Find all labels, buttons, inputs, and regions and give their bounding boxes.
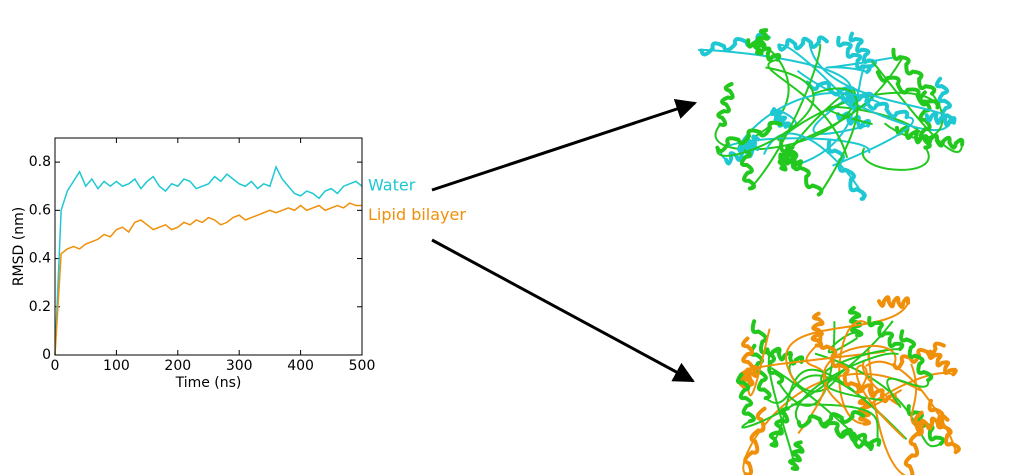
series-label: Lipid bilayer xyxy=(368,205,466,224)
y-tick-label: 0.2 xyxy=(29,299,51,315)
x-tick-label: 0 xyxy=(51,358,60,374)
x-tick-label: 400 xyxy=(287,358,314,374)
y-tick-label: 0.6 xyxy=(29,202,51,218)
ribbon xyxy=(869,318,902,349)
ribbon xyxy=(906,413,922,475)
series-line xyxy=(55,203,362,355)
x-tick-label: 300 xyxy=(226,358,253,374)
x-tick-label: 500 xyxy=(349,358,376,374)
ribbon xyxy=(718,84,732,125)
protein-structure-water xyxy=(699,30,962,199)
figure: 0 100 200 300 400 500 0 0.2 0.4 0.6 0.8 Time (ns) RM… xyxy=(0,0,1013,475)
ribbon xyxy=(878,72,939,107)
loop xyxy=(863,147,929,169)
series-line xyxy=(55,167,362,355)
arrow xyxy=(432,240,693,381)
y-axis-label: RMSD (nm) xyxy=(11,207,27,286)
y-tick-label: 0 xyxy=(42,347,51,363)
x-tick-label: 200 xyxy=(164,358,191,374)
loop xyxy=(764,134,864,200)
series-label: Water xyxy=(368,176,416,195)
ribbon xyxy=(879,297,908,307)
loop xyxy=(887,379,928,408)
loop xyxy=(868,350,907,475)
y-tick-label: 0.8 xyxy=(29,154,51,170)
protein-structure-lipid xyxy=(738,297,959,475)
page: {"chart_data": {"type": "line", "xlabel"… xyxy=(0,0,1013,475)
plot: 0 100 200 300 400 500 0 0.2 0.4 0.6 0.8 Time (ns) RM… xyxy=(11,138,466,391)
x-tick-label: 100 xyxy=(103,358,130,374)
y-tick-label: 0.4 xyxy=(29,251,51,267)
arrow xyxy=(432,103,695,190)
x-axis-label: Time (ns) xyxy=(175,375,242,391)
plot-frame xyxy=(55,138,362,355)
